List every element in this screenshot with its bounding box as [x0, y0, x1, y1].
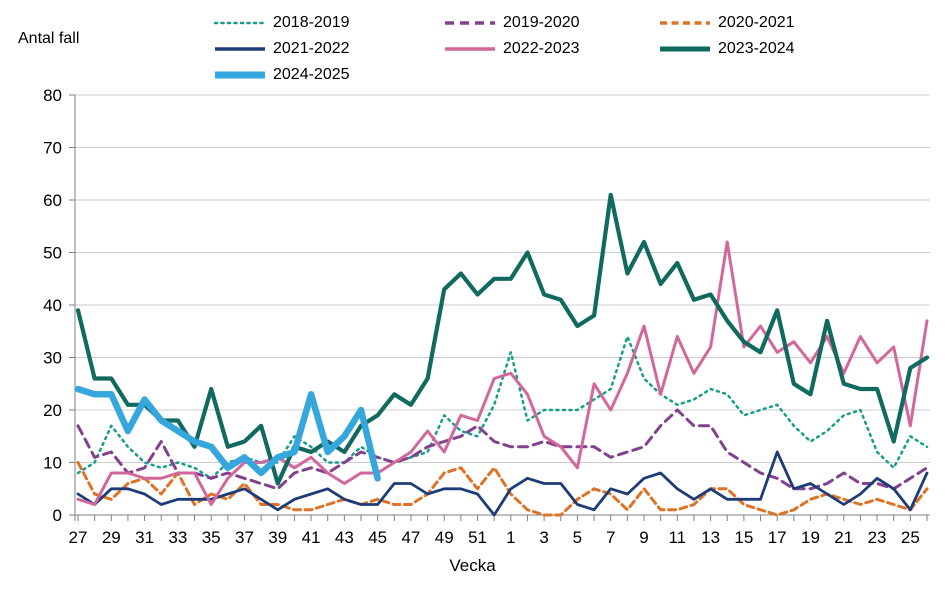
- legend-item-2020-2021: 2020-2021: [658, 12, 795, 34]
- series-lines: [74, 192, 930, 517]
- series-line-2021-2022: [76, 450, 929, 517]
- x-axis-tick-label: 31: [135, 528, 154, 547]
- legend-swatch-dashed-line: [445, 21, 495, 25]
- legend-label: 2020-2021: [718, 14, 795, 31]
- x-axis-title: Vecka: [449, 556, 496, 575]
- series-line-2022-2023: [76, 240, 929, 506]
- y-axis-tick-label: 20: [43, 401, 62, 420]
- x-axis-tick-label: 37: [235, 528, 254, 547]
- legend-swatch-solid-line: [660, 46, 710, 52]
- legend-label: 2024-2025: [273, 66, 350, 83]
- y-axis-title: Antal fall: [18, 30, 80, 47]
- x-axis-tick-label: 29: [102, 528, 121, 547]
- series-line-2019-2020: [76, 408, 929, 491]
- x-axis-tick-label: 47: [401, 528, 420, 547]
- x-axis-tick-label: 25: [901, 528, 920, 547]
- legend-label: 2021-2022: [273, 40, 350, 57]
- x-axis-tick-label: 13: [701, 528, 720, 547]
- y-axis-tick-label: 50: [43, 244, 62, 263]
- legend-label: 2018-2019: [273, 14, 350, 31]
- series-line-2024-2025: [74, 385, 381, 482]
- x-axis-tick-label: 19: [801, 528, 820, 547]
- x-axis-tick-label: 1: [506, 528, 515, 547]
- x-axis-tick-label: 11: [668, 528, 686, 547]
- legend-item-2019-2020: 2019-2020: [443, 12, 580, 34]
- x-axis-tick-label: 43: [335, 528, 354, 547]
- legend-item-2022-2023: 2022-2023: [443, 38, 580, 60]
- x-axis-tick-label: 49: [435, 528, 454, 547]
- x-axis-tick-label: 41: [302, 528, 321, 547]
- y-axis-tick-label: 30: [43, 349, 62, 368]
- x-axis-tick-label: 45: [368, 528, 387, 547]
- y-axis-tick-label: 0: [53, 506, 62, 525]
- legend-item-2024-2025: 2024-2025: [213, 64, 350, 86]
- series-line-2018-2019: [76, 335, 929, 480]
- x-axis-tick-label: 7: [606, 528, 615, 547]
- x-axis-tick-label: 23: [868, 528, 887, 547]
- x-axis-tick-label: 3: [539, 528, 548, 547]
- x-axis-tick-label: 15: [734, 528, 753, 547]
- legend-swatch-solid-line: [215, 71, 265, 79]
- x-axis-tick-label: 21: [834, 528, 853, 547]
- legend-swatch-dashed-line: [660, 21, 710, 25]
- legend-item-2021-2022: 2021-2022: [213, 38, 350, 60]
- x-axis-tick-label: 51: [468, 528, 487, 547]
- legend-swatch-dotted-line: [213, 21, 267, 25]
- y-axis-tick-label: 10: [43, 454, 62, 473]
- legend-label: 2023-2024: [718, 40, 795, 57]
- x-axis-tick-label: 33: [168, 528, 187, 547]
- y-axis-tick-label: 80: [43, 86, 62, 105]
- legend-label: 2019-2020: [503, 14, 580, 31]
- series-line-2023-2024: [75, 192, 930, 486]
- legend-item-2018-2019: 2018-2019: [213, 12, 350, 34]
- x-axis-tick-label: 35: [202, 528, 221, 547]
- legend-swatch-solid-line: [215, 47, 265, 51]
- x-axis-tick-label: 5: [573, 528, 582, 547]
- x-axis-tick-label: 39: [268, 528, 287, 547]
- y-axis-tick-label: 60: [43, 191, 62, 210]
- legend-item-2023-2024: 2023-2024: [658, 38, 795, 60]
- legend-swatch-solid-line: [445, 47, 495, 51]
- x-axis-tick-label: 17: [768, 528, 787, 547]
- x-axis-tick-label: 9: [639, 528, 648, 547]
- legend-label: 2022-2023: [503, 40, 580, 57]
- y-axis-tick-label: 40: [43, 296, 62, 315]
- x-axis-tick-label: 27: [69, 528, 88, 547]
- y-axis-tick-label: 70: [43, 139, 62, 158]
